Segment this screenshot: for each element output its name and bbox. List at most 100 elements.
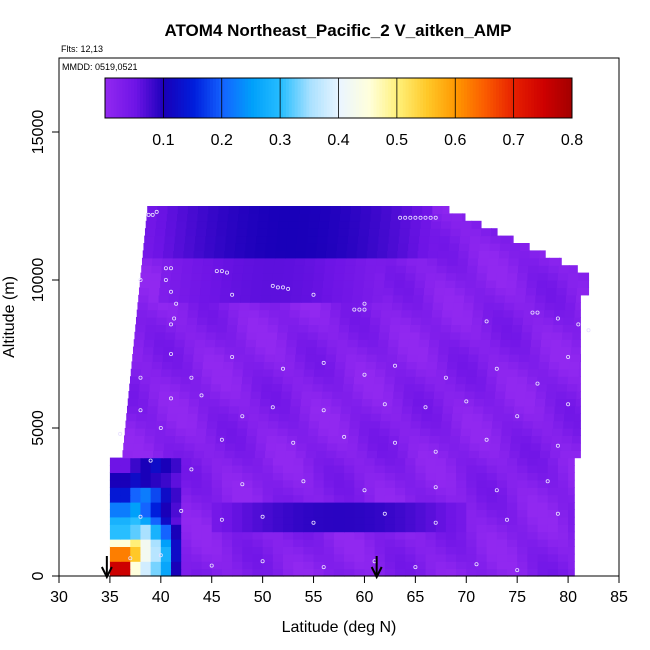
sample-point <box>154 209 159 214</box>
heatmap-cell <box>527 376 538 385</box>
heatmap-cell <box>537 272 549 281</box>
heatmap-cell <box>382 294 394 303</box>
heatmap-cell <box>264 354 276 362</box>
heatmap-cell <box>409 435 420 444</box>
heatmap-cell <box>163 243 175 251</box>
heatmap-cell <box>542 420 554 429</box>
heatmap-cell <box>329 413 341 422</box>
heatmap-cell <box>237 220 249 229</box>
heatmap-cell <box>150 465 162 473</box>
heatmap-cell <box>459 235 471 244</box>
heatmap-cell <box>253 265 264 274</box>
heatmap-cell <box>397 250 409 259</box>
heatmap-cell <box>445 280 456 288</box>
heatmap-cell <box>507 531 518 540</box>
heatmap-cell <box>122 450 134 459</box>
heatmap-cell <box>344 546 355 555</box>
colorbar-segment <box>166 78 170 118</box>
heatmap-cell <box>130 494 142 503</box>
heatmap-cell <box>551 339 562 348</box>
sample-point <box>352 307 357 312</box>
heatmap-cell <box>477 257 489 266</box>
heatmap-cell <box>199 391 211 399</box>
heatmap-cell <box>211 531 223 540</box>
heatmap-cell <box>120 568 131 577</box>
heatmap-cell <box>476 465 488 473</box>
heatmap-cell <box>510 235 514 244</box>
heatmap-cell <box>283 546 294 555</box>
heatmap-cell <box>120 509 131 518</box>
heatmap-cell <box>557 376 569 385</box>
heatmap-cell <box>259 206 270 214</box>
heatmap-cell <box>211 553 223 562</box>
heatmap-cell <box>457 257 469 266</box>
colorbar-segment <box>501 78 506 118</box>
heatmap-cell <box>390 420 401 429</box>
colorbar-segment <box>466 78 471 118</box>
heatmap-cell <box>191 368 203 377</box>
heatmap-cell <box>481 428 492 436</box>
heatmap-cell <box>395 568 406 577</box>
heatmap-cell <box>224 450 236 459</box>
heatmap-cell <box>171 516 182 525</box>
heatmap-cell <box>395 561 406 570</box>
heatmap-cell <box>476 531 488 540</box>
heatmap-cell <box>450 228 462 237</box>
heatmap-cell <box>551 331 563 340</box>
heatmap-cell <box>307 435 319 444</box>
colorbar-segment <box>370 78 375 118</box>
heatmap-cell <box>272 479 284 488</box>
heatmap-cell <box>325 354 337 362</box>
sample-point <box>179 508 184 513</box>
heatmap-cell <box>402 302 413 311</box>
heatmap-cell <box>515 391 527 399</box>
heatmap-cell <box>451 420 463 429</box>
heatmap-cell <box>338 428 350 436</box>
heatmap-cell <box>395 502 406 510</box>
colorbar-segment <box>353 78 357 118</box>
heatmap-cell <box>141 361 153 370</box>
heatmap-cell <box>283 494 294 503</box>
heatmap-cell <box>211 509 223 518</box>
heatmap-cell <box>536 287 547 296</box>
heatmap-cell <box>128 391 140 399</box>
heatmap-cell <box>466 494 478 503</box>
heatmap-cell <box>153 346 165 355</box>
heatmap-cell <box>505 391 516 399</box>
heatmap-cell <box>547 516 559 525</box>
heatmap-cell <box>179 287 191 296</box>
heatmap-cell <box>502 420 513 429</box>
heatmap-cell <box>252 568 264 577</box>
heatmap-cell <box>440 228 452 237</box>
heatmap-cell <box>449 435 461 444</box>
heatmap-cell <box>275 250 286 259</box>
heatmap-cell <box>466 472 478 481</box>
colorbar-segment <box>437 78 442 118</box>
colorbar-segment <box>376 78 380 118</box>
heatmap-cell <box>496 272 508 281</box>
heatmap-cell <box>238 213 249 222</box>
heatmap-cell <box>354 457 366 466</box>
sample-point <box>260 514 265 519</box>
heatmap-cell <box>558 368 570 377</box>
heatmap-cell <box>206 220 218 229</box>
sample-point <box>418 215 423 220</box>
heatmap-cell <box>377 450 388 459</box>
heatmap-cell <box>416 265 427 274</box>
heatmap-cell <box>488 250 500 259</box>
heatmap-cell <box>378 235 390 244</box>
heatmap-cell <box>192 257 204 266</box>
heatmap-cell <box>527 494 539 503</box>
heatmap-cell <box>130 531 142 540</box>
heatmap-cell <box>555 294 567 303</box>
heatmap-cell <box>274 361 285 370</box>
heatmap-cell <box>557 465 569 473</box>
heatmap-cell <box>315 250 327 259</box>
heatmap-cell <box>228 206 240 214</box>
heatmap-cell <box>305 450 317 459</box>
heatmap-cell <box>262 494 274 503</box>
heatmap-cell <box>130 487 142 496</box>
heatmap-cell <box>313 509 325 518</box>
heatmap-cell <box>486 553 498 562</box>
heatmap-cell <box>109 531 121 540</box>
